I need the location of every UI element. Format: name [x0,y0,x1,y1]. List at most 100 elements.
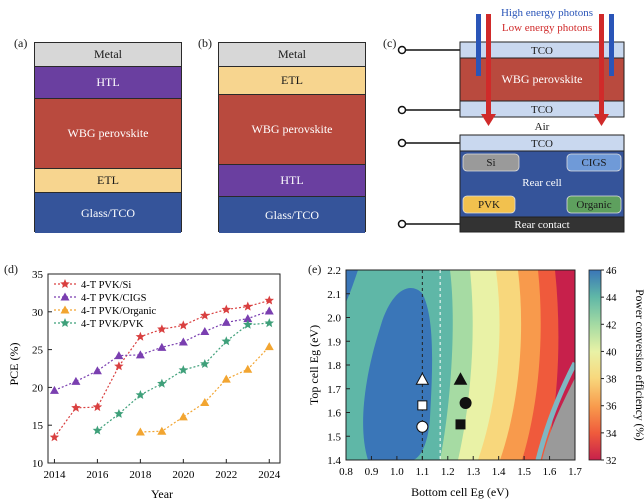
series-1-point [200,326,210,335]
series-1-point [71,376,81,385]
panel-a-layer-perovskite: WBG perovskite [35,99,181,169]
series-0-point [157,324,167,334]
series-2-point [200,398,210,407]
panel-d-x-tick-label: 2018 [129,469,152,481]
wbg-perovskite-label: WBG perovskite [502,72,583,86]
panel-e-axes: 0.8 0.9 1.0 1.1 1.2 1.3 1.4 1.5 1.6 1.7 1.4 1.5 1.6 1… [327,265,582,478]
series-0-point [264,295,274,305]
legend-label: 4-T PVK/Si [81,280,131,291]
panel-e-y-tick-label: 1.8 [327,360,341,372]
series-2-point [221,374,231,383]
marker-circle-black [459,397,472,409]
panel-d-plot-frame [47,273,281,464]
contour-ridge [535,361,575,460]
series-3-point [200,359,210,368]
series-2-point [157,426,167,435]
contour-46 [363,288,433,460]
panel-e-y-axis-label: Top cell Eg (eV) [307,325,321,405]
panel-e-x-tick-label: 1.2 [441,466,455,478]
panel-a-layer-stack: Metal HTL WBG perovskite ETL Glass/TCO [34,42,182,233]
series-0-point [92,402,103,412]
panel-e-markers [415,372,472,433]
option-organic-box [566,195,622,214]
colorbar-tick-label: 40 [606,347,617,358]
contour-low-corner [542,378,575,460]
air-gap-label: Air [535,121,550,133]
panel-a-label: (a) [14,36,28,50]
option-cigs-box [566,153,622,172]
series-0-point [71,402,81,412]
marker-circle-white [416,420,429,433]
terminal-4 [397,219,407,229]
low-energy-label: Low energy photons [502,22,592,34]
panel-e-x-tick-label: 0.8 [339,466,353,478]
colorbar-tick-label: 38 [606,375,617,386]
panel-a-layer-glass-tco: Glass/TCO [35,193,181,233]
option-pvk-label: PVK [478,199,500,211]
series-2-point [264,342,274,351]
rear-cell-label: Rear cell [522,177,561,189]
colorbar-tick-label: 42 [606,320,617,331]
option-pvk-box [462,195,516,214]
panel-e-y-tick-label: 1.6 [327,408,341,420]
series-3-point [157,378,167,388]
colorbar [588,269,602,461]
colorbar-tick-label: 34 [606,429,617,440]
panel-b-layer-metal: Metal [219,43,365,67]
rear-tco-label: TCO [531,138,553,150]
colorbar-tick-label: 46 [606,266,617,277]
colorbar-tick-label: 32 [606,456,617,467]
legend-swatch-marker [60,318,70,327]
legend-swatch-marker [60,279,70,288]
low-energy-arrowhead-left [481,114,496,126]
panel-d-y-tick-label: 35 [32,269,44,281]
series-2-point [178,412,188,421]
panel-e-x-tick-label: 1.6 [543,466,557,478]
middle-tco-layer [459,100,625,118]
series-3-point [264,318,274,328]
series-0-point [49,432,60,442]
panel-e-y-tick-label: 1.7 [327,384,341,396]
panel-b-layer-stack: Metal ETL WBG perovskite HTL Glass/TCO [218,42,366,233]
panel-a-layer-metal: Metal [35,43,181,67]
middle-tco-label: TCO [531,104,553,116]
panel-d-x-axis-label: Year [151,487,173,501]
colorbar-label: Power conversion efficiency (%) [633,289,644,441]
panel-d-x-tick-label: 2024 [258,469,281,481]
high-energy-label: High energy photons [501,7,593,19]
panel-b-layer-glass-tco: Glass/TCO [219,197,365,233]
top-tco-label: TCO [531,45,553,57]
panel-e-y-tick-label: 2.2 [327,265,341,277]
series-1-point [264,306,274,315]
legend-label: 4-T PVK/PVK [81,319,144,330]
photon-arrows [476,14,614,126]
low-energy-ray-left [486,14,491,114]
panel-b-layer-htl: HTL [219,165,365,197]
panel-c-label: (c) [383,36,397,50]
low-energy-arrowhead-right [594,114,609,126]
option-cigs-label: CIGS [581,157,606,169]
high-energy-ray-right [609,14,614,76]
series-0-point [221,304,232,314]
series-0-point [200,310,210,320]
panel-e-x-tick-label: 1.1 [415,466,429,478]
panel-e-y-tick-label: 2.1 [327,289,341,301]
panel-e-contour-field [346,270,575,460]
legend-swatch-marker [60,292,70,301]
high-energy-ray-left [476,14,481,76]
panel-d-y-tick-label: 10 [32,458,44,470]
panel-e-x-tick-label: 1.4 [492,466,506,478]
panel-e-x-tick-label: 1.3 [466,466,480,478]
panel-c-tandem-diagram: High energy photons Low energy photons T… [397,7,625,233]
series-0-point [178,320,189,330]
panel-e-x-axis-label: Bottom cell Eg (eV) [411,485,509,499]
panel-b-label: (b) [198,36,212,50]
series-3-point [114,408,124,418]
terminal-1 [397,45,407,55]
panel-d-label: (d) [4,262,18,276]
panel-e-x-tick-label: 1.0 [390,466,404,478]
legend-label: 4-T PVK/Organic [81,306,156,317]
series-0-point [114,361,124,371]
panel-d-y-tick-label: 25 [32,345,44,357]
panel-d-x-tick-label: 2020 [172,469,195,481]
